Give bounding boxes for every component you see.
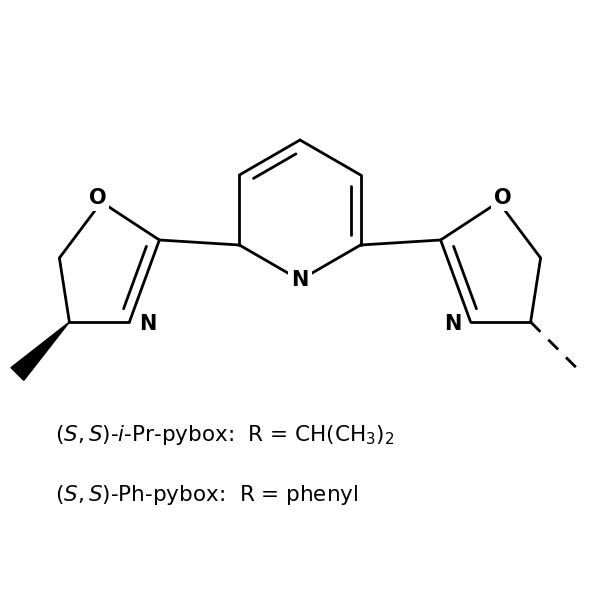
Text: N: N bbox=[292, 270, 308, 290]
Text: N: N bbox=[139, 314, 156, 334]
Polygon shape bbox=[11, 322, 70, 380]
Text: N: N bbox=[444, 314, 461, 334]
Text: $(S,S)$-$i$-Pr-pybox:  R = CH(CH$_3$)$_2$: $(S,S)$-$i$-Pr-pybox: R = CH(CH$_3$)$_2$ bbox=[55, 423, 394, 447]
Text: O: O bbox=[494, 188, 511, 208]
Text: O: O bbox=[89, 188, 106, 208]
Text: $(S,S)$-Ph-pybox:  R = phenyl: $(S,S)$-Ph-pybox: R = phenyl bbox=[55, 483, 358, 507]
